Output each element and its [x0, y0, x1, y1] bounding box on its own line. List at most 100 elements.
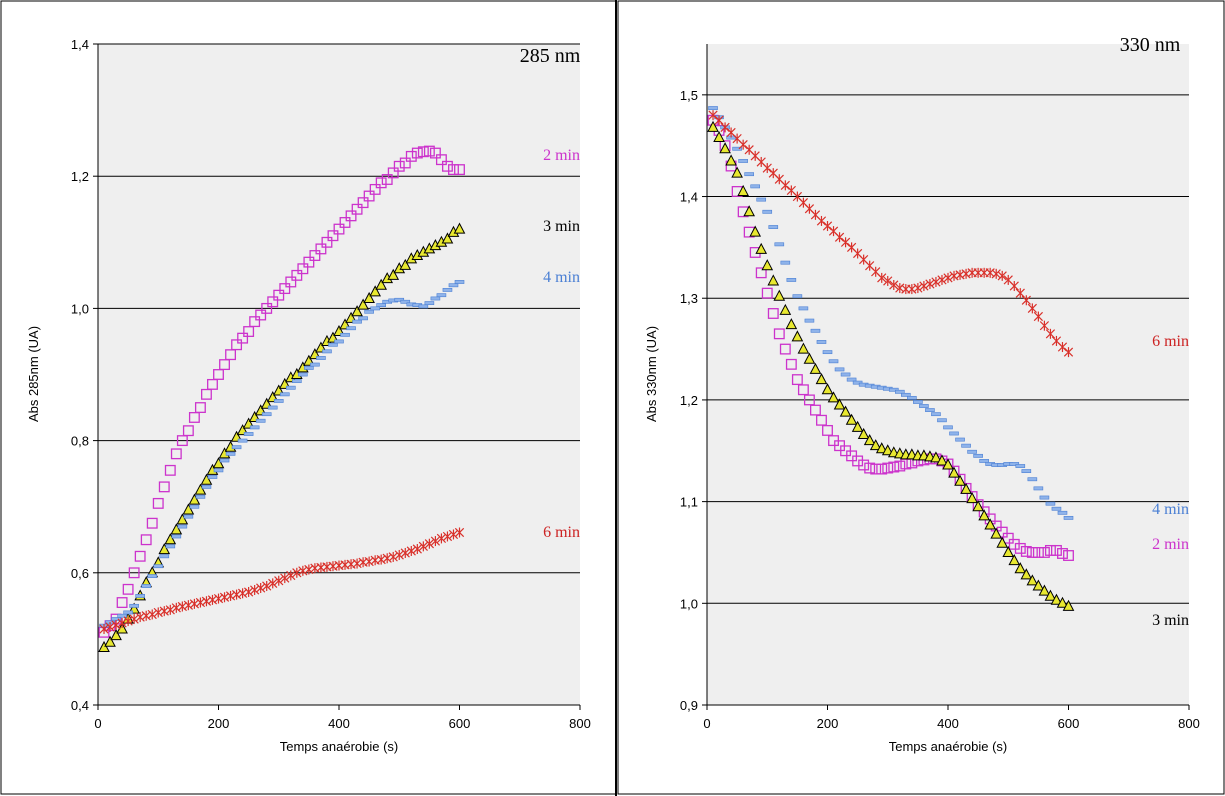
data-point	[171, 534, 182, 539]
data-point	[996, 536, 1009, 548]
data-point	[207, 378, 218, 390]
data-point	[925, 408, 935, 412]
data-point	[346, 326, 356, 331]
data-point	[713, 130, 725, 143]
data-point	[244, 586, 254, 597]
data-point	[755, 267, 767, 279]
data-point	[165, 604, 175, 615]
data-point	[369, 285, 381, 297]
data-point	[809, 404, 821, 416]
chart-285nm: 0,4 0,6 0,8 1,0 1,2 1,4 0 200 400 600 800 Temps ana…	[0, 0, 617, 796]
data-point	[219, 592, 230, 603]
data-point	[418, 541, 428, 552]
chart-330nm: 0,9 1,0 1,1 1,2 1,3 1,4 1,5 0 200 400 600 800 Temps …	[617, 0, 1225, 795]
data-point	[1038, 584, 1051, 596]
data-point	[786, 278, 797, 282]
data-point	[1009, 462, 1020, 466]
data-point	[863, 434, 876, 446]
data-point	[417, 146, 429, 158]
series-label: 3 min	[543, 218, 580, 235]
data-point	[394, 297, 405, 302]
data-point	[316, 356, 326, 360]
data-point	[732, 146, 742, 151]
chart-panel-285nm: 0,4 0,6 0,8 1,0 1,2 1,4 0 200 400 600 800 Temps ana…	[0, 0, 617, 796]
data-point	[1020, 568, 1033, 580]
data-point	[744, 172, 754, 177]
data-point	[262, 581, 272, 592]
y-tick-label: 0,9	[680, 698, 698, 713]
data-point	[122, 583, 134, 595]
data-point	[298, 372, 308, 377]
data-point	[424, 538, 434, 549]
data-point	[441, 232, 454, 244]
data-point	[719, 142, 731, 154]
data-point	[339, 217, 351, 228]
data-point	[363, 190, 375, 202]
data-point	[406, 545, 416, 556]
data-point	[834, 232, 845, 243]
y-tick-label: 0,8	[71, 434, 89, 449]
data-point	[913, 283, 923, 294]
data-point	[1063, 515, 1074, 520]
data-point	[1045, 501, 1056, 506]
data-point	[135, 594, 145, 598]
data-point	[768, 225, 779, 229]
data-point	[937, 274, 947, 285]
data-point	[405, 150, 417, 162]
data-point	[875, 442, 888, 454]
data-point	[1027, 303, 1037, 314]
data-point	[858, 459, 870, 471]
data-point	[1002, 532, 1014, 544]
data-point	[930, 451, 942, 463]
data-point	[448, 283, 459, 288]
data-point	[720, 122, 730, 133]
series-3-min	[707, 120, 1075, 611]
data-point	[822, 424, 833, 436]
data-point	[798, 306, 809, 311]
data-point	[285, 276, 297, 288]
data-point	[195, 597, 206, 608]
data-point	[743, 205, 756, 217]
data-point	[141, 584, 151, 588]
data-point	[291, 269, 303, 281]
data-point	[195, 494, 206, 499]
data-point	[803, 394, 815, 406]
data-point	[357, 197, 369, 209]
data-point	[453, 222, 466, 234]
data-point	[213, 369, 224, 380]
data-point	[1014, 562, 1027, 574]
data-point	[340, 332, 350, 337]
data-point	[1008, 538, 1020, 550]
data-point	[153, 607, 163, 618]
y-tick-label: 1,0	[680, 596, 698, 611]
data-point	[411, 147, 423, 159]
data-point	[1014, 542, 1026, 554]
data-point	[99, 623, 109, 634]
data-point	[997, 270, 1007, 281]
data-point	[194, 402, 206, 414]
data-point	[104, 635, 116, 647]
x-tick-label: 0	[703, 716, 710, 731]
data-point	[255, 418, 266, 423]
data-point	[1050, 544, 1062, 556]
data-point	[243, 326, 255, 337]
data-point	[141, 610, 151, 621]
data-point	[134, 550, 146, 562]
data-point	[767, 308, 779, 319]
data-point	[352, 319, 362, 324]
series-label: 3 min	[1152, 612, 1189, 629]
data-point	[1063, 347, 1074, 358]
series-label: 6 min	[543, 524, 580, 541]
data-point	[274, 575, 284, 586]
data-point	[864, 462, 876, 474]
data-point	[358, 316, 368, 321]
series-6-min	[99, 527, 465, 634]
data-point	[919, 404, 929, 408]
data-point	[153, 564, 164, 569]
data-point	[708, 110, 718, 121]
data-point	[164, 464, 176, 476]
data-point	[357, 298, 369, 310]
data-point	[310, 362, 320, 367]
data-point	[822, 221, 833, 232]
data-point	[1044, 589, 1057, 601]
